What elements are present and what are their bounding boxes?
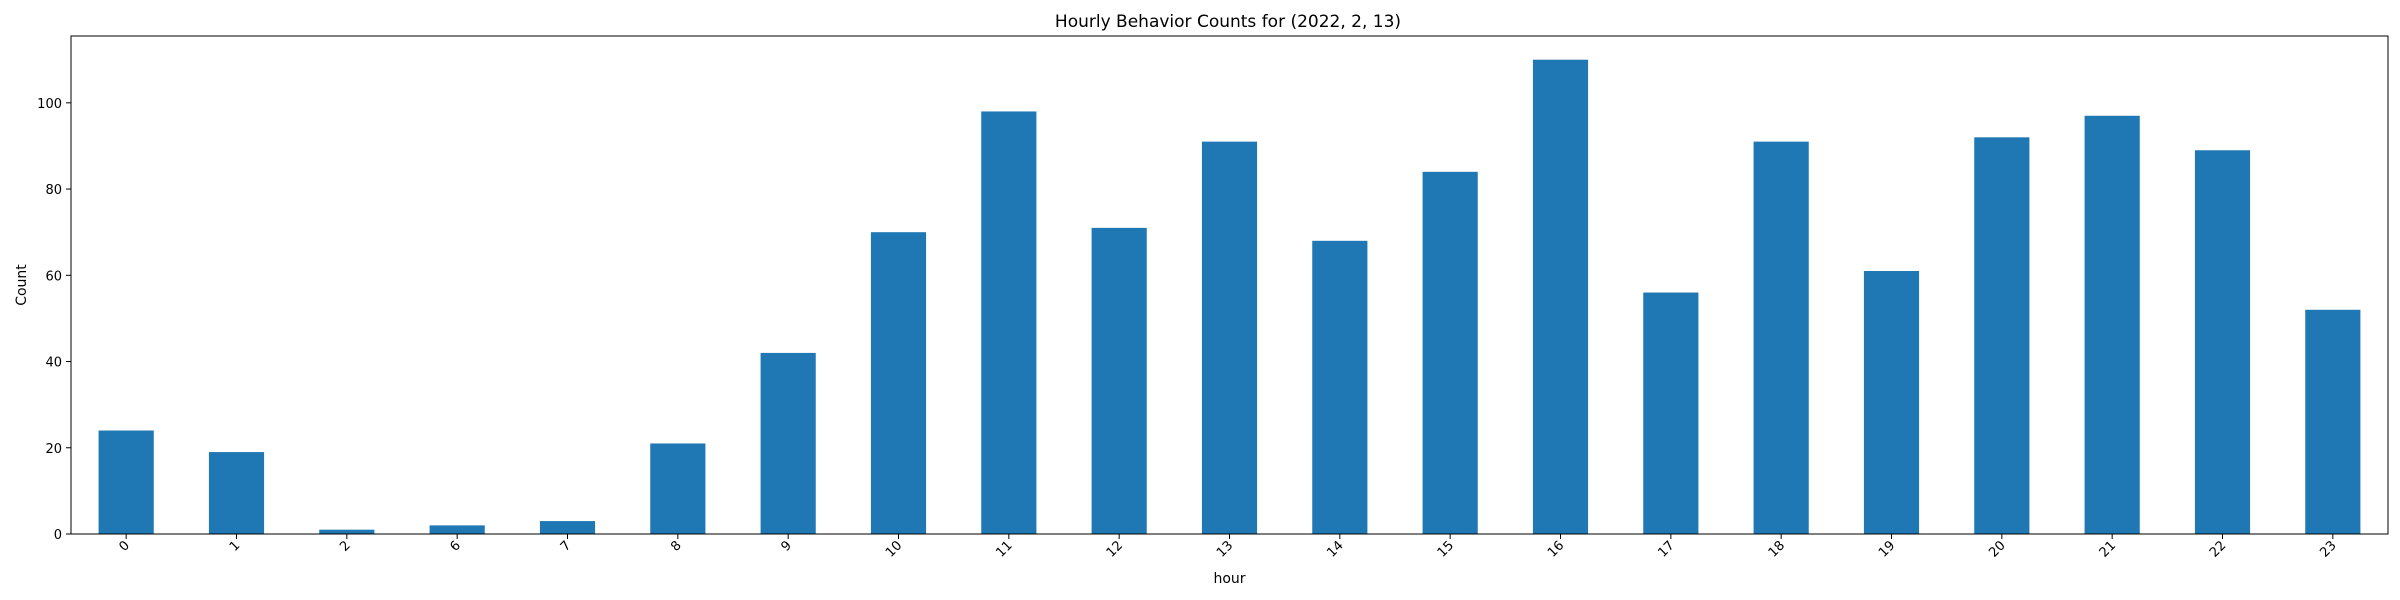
y-tick-label: 40 (45, 356, 62, 371)
bar-hour-23 (2305, 309, 2361, 534)
bar-hour-8 (650, 443, 706, 534)
bar-hour-19 (1863, 270, 1920, 534)
bar-hour-0 (98, 430, 154, 534)
y-tick-label: 0 (54, 528, 62, 543)
bars-group (98, 59, 2361, 535)
bar-hour-11 (981, 111, 1037, 535)
bar-hour-9 (760, 352, 816, 534)
bar-hour-14 (1312, 240, 1368, 535)
bar-hour-16 (1532, 59, 1589, 534)
bar-hour-22 (2194, 150, 2251, 534)
bar-hour-2 (319, 529, 375, 534)
y-tick-label: 100 (37, 97, 62, 112)
bar-hour-7 (539, 521, 596, 534)
y-tick-label: 20 (45, 442, 62, 457)
bar-hour-13 (1201, 141, 1258, 535)
y-axis-label: Count (14, 264, 30, 306)
y-tick-label: 60 (45, 269, 62, 284)
bar-hour-10 (870, 232, 927, 534)
bar-hour-15 (1422, 171, 1478, 534)
bar-hour-6 (429, 525, 485, 534)
plot-frame (70, 35, 2389, 535)
bar-hour-21 (2084, 115, 2140, 534)
chart-title: Hourly Behavior Counts for (2022, 2, 13) (1055, 12, 1401, 32)
x-axis-label: hour (1213, 571, 1245, 587)
bar-hour-12 (1091, 227, 1147, 535)
bar-hour-17 (1643, 292, 1699, 534)
bar-hour-20 (1974, 137, 2030, 534)
bar-hour-18 (1753, 141, 1809, 535)
y-axis: 0 20 40 60 80 100 (37, 97, 71, 543)
bar-hour-1 (208, 452, 265, 534)
y-tick-label: 80 (45, 183, 62, 198)
